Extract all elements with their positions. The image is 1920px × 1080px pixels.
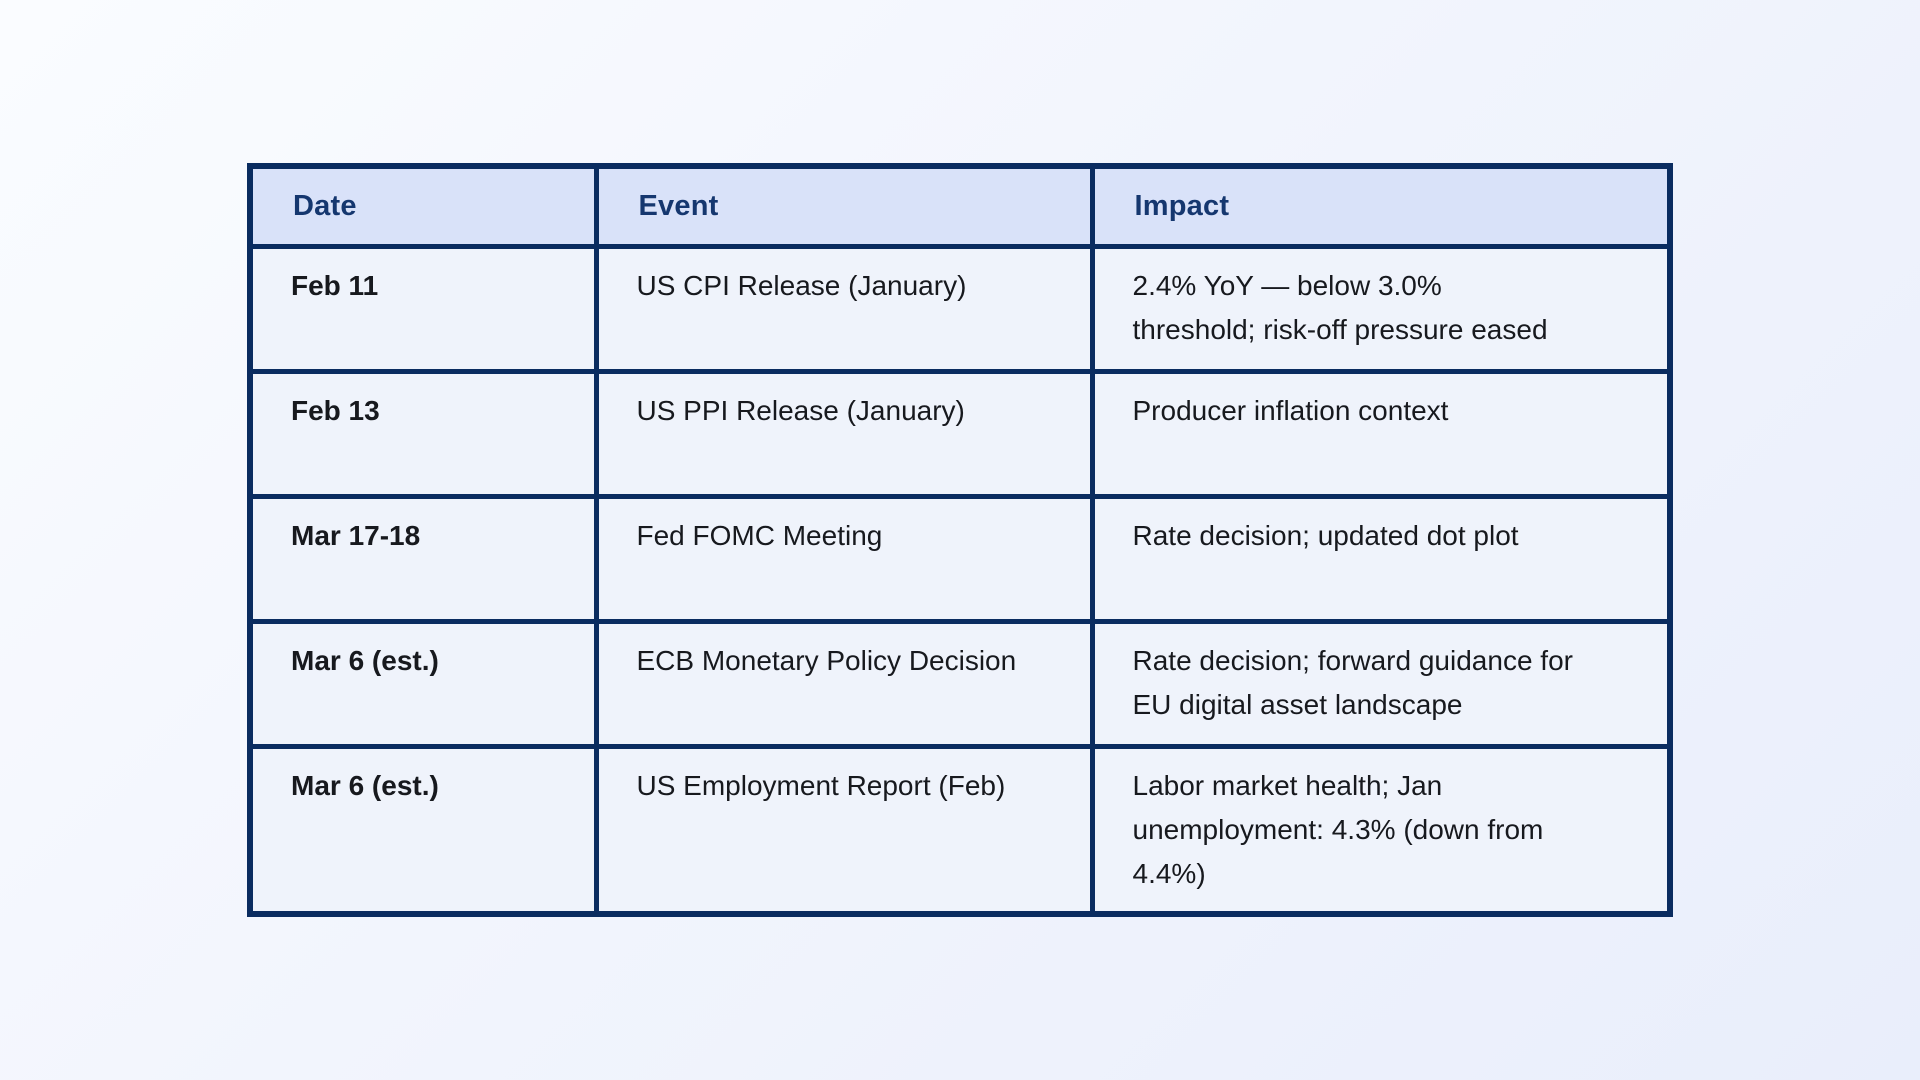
cell-impact: 2.4% YoY — below 3.0% threshold; risk-of… xyxy=(1089,243,1673,374)
cell-impact: Producer inflation context xyxy=(1089,368,1673,499)
table-row: Feb 13 US PPI Release (January) Producer… xyxy=(247,368,1673,499)
cell-event: US Employment Report (Feb) xyxy=(593,743,1095,917)
cell-date: Mar 6 (est.) xyxy=(247,743,599,917)
cell-impact: Rate decision; updated dot plot xyxy=(1089,493,1673,624)
cell-event: Fed FOMC Meeting xyxy=(593,493,1095,624)
cell-event: US PPI Release (January) xyxy=(593,368,1095,499)
cell-date: Mar 6 (est.) xyxy=(247,618,599,749)
table-row: Feb 11 US CPI Release (January) 2.4% YoY… xyxy=(247,243,1673,374)
table-row: Mar 6 (est.) ECB Monetary Policy Decisio… xyxy=(247,618,1673,749)
table-row: Mar 17-18 Fed FOMC Meeting Rate decision… xyxy=(247,493,1673,624)
column-header-event: Event xyxy=(593,163,1095,249)
cell-date: Feb 13 xyxy=(247,368,599,499)
cell-impact: Rate decision; forward guidance for EU d… xyxy=(1089,618,1673,749)
table-row: Mar 6 (est.) US Employment Report (Feb) … xyxy=(247,743,1673,917)
events-table: Date Event Impact Feb 11 US CPI Release … xyxy=(247,163,1673,917)
column-header-date: Date xyxy=(247,163,599,249)
cell-event: ECB Monetary Policy Decision xyxy=(593,618,1095,749)
cell-date: Feb 11 xyxy=(247,243,599,374)
column-header-impact: Impact xyxy=(1089,163,1673,249)
page-background: Date Event Impact Feb 11 US CPI Release … xyxy=(247,163,1673,917)
cell-event: US CPI Release (January) xyxy=(593,243,1095,374)
header-row: Date Event Impact xyxy=(247,163,1673,249)
cell-impact: Labor market health; Jan unemployment: 4… xyxy=(1089,743,1673,917)
cell-date: Mar 17-18 xyxy=(247,493,599,624)
